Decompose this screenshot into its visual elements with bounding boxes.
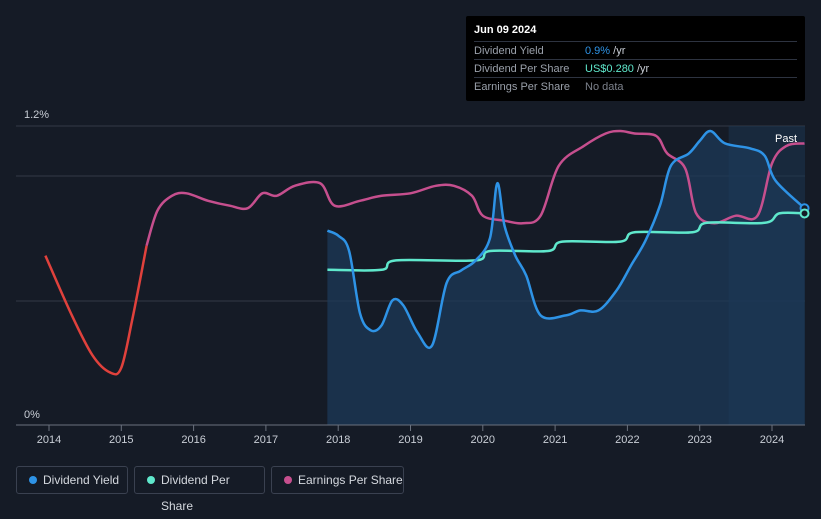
dps-line xyxy=(327,211,805,272)
x-tick-label: 2015 xyxy=(109,434,133,446)
x-axis: 2014 2015 2016 2017 2018 2019 2020 2021 2022 2023… xyxy=(16,424,805,446)
x-tick-label: 2022 xyxy=(615,434,639,446)
eps-line xyxy=(145,129,805,246)
y-tick-label: 1.2% xyxy=(24,109,49,121)
tooltip-suffix: /yr xyxy=(610,45,626,57)
tooltip-row-dps: Dividend Per Share US$0.280 /yr xyxy=(474,59,797,78)
legend-dividend-yield[interactable]: Dividend Yield xyxy=(16,466,128,494)
x-tick-label: 2023 xyxy=(687,434,711,446)
x-tick-label: 2014 xyxy=(37,434,61,446)
tooltip-suffix: /yr xyxy=(633,63,650,75)
legend-dividend-per-share[interactable]: Dividend Per Share xyxy=(134,466,265,513)
yield-area-fill xyxy=(327,130,805,426)
y-tick-label: 0% xyxy=(24,409,40,421)
past-label: Past xyxy=(775,133,797,145)
legend-dot-icon xyxy=(29,476,37,484)
tooltip-label: Dividend Per Share xyxy=(474,63,570,75)
tooltip-value: 0.9% xyxy=(585,45,611,57)
dividend-chart: 0%1.2% 2014 2015 2016 2017 2018 2019 2020 2021 2… xyxy=(16,109,810,446)
legend-earnings-per-share[interactable]: Earnings Per Share xyxy=(271,466,404,494)
tooltip-value: US$0.280 xyxy=(585,63,634,75)
x-tick-label: 2019 xyxy=(398,434,422,446)
x-tick-label: 2021 xyxy=(543,434,567,446)
legend-label: Dividend Yield xyxy=(43,473,120,487)
legend-dot-icon xyxy=(284,476,292,484)
eps-line-negative xyxy=(44,245,148,376)
tooltip-date: Jun 09 2024 xyxy=(474,24,537,36)
legend-label: Earnings Per Share xyxy=(298,473,403,487)
series-layer xyxy=(44,129,810,376)
x-tick-label: 2017 xyxy=(254,434,278,446)
tooltip-row-yield: Dividend Yield 0.9% /yr xyxy=(474,41,797,60)
x-tick-label: 2016 xyxy=(181,434,205,446)
tooltip-panel: Jun 09 2024 Dividend Yield 0.9% /yr Divi… xyxy=(466,16,805,101)
dps-end-marker xyxy=(799,208,810,219)
x-tick-label: 2020 xyxy=(471,434,495,446)
x-tick-label: 2018 xyxy=(326,434,350,446)
x-tick-label: 2024 xyxy=(760,434,784,446)
tooltip-label: Earnings Per Share xyxy=(474,81,570,93)
legend-dot-icon xyxy=(147,476,155,484)
yield-line xyxy=(326,129,806,350)
tooltip-value: No data xyxy=(585,81,624,93)
tooltip-row-eps: Earnings Per Share No data xyxy=(474,77,797,96)
tooltip-label: Dividend Yield xyxy=(474,45,544,57)
yield-area xyxy=(327,130,805,426)
